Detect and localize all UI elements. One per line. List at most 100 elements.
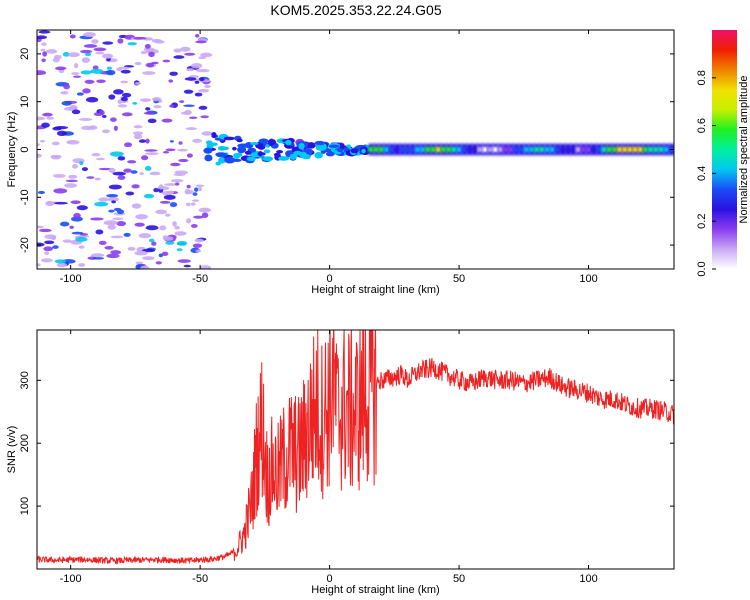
spectrogram-band-segment [477,146,483,153]
spectrogram-band-segment [503,146,509,153]
spectrogram-noise-blob [67,52,80,58]
spectrogram-noise-blob [95,51,105,55]
spectrogram-noise-blob [179,46,191,52]
spectrogram-noise-blob [90,217,104,221]
spectrogram-transition-blob [237,146,247,154]
spectrogram-noise-blob [147,118,157,124]
spectrogram-noise-blob [106,66,113,70]
spectrogram-noise-blob [133,36,147,40]
spectrogram-noise-blob [52,245,59,249]
snr-y-tick-label: 300 [19,371,31,389]
spectrogram-noise-blob [120,96,128,102]
spectrogram-noise-blob [189,116,198,120]
spectrogram-noise-blob [113,89,124,95]
spectrogram-band-segment [518,146,525,153]
spectrogram-noise-blob [145,138,150,144]
spectrogram-noise-blob [64,183,78,188]
colorbar-tick-label: 0.0 [696,261,708,276]
spectrogram-noise-blob [148,238,155,243]
spectrogram-noise-blob [148,51,155,58]
spectrogram-noise-blob [197,186,203,192]
spectrogram-transition-blob [258,150,263,157]
spectrogram-band-segment [575,146,582,153]
spectrogram-noise-blob [56,130,68,137]
spectrogram-transition-blob [314,140,325,146]
spectrogram-noise-blob [173,173,186,177]
spectrogram-noise-blob [106,253,120,259]
spectrogram-noise-blob [83,32,96,38]
spectrogram-band-segment [544,146,551,153]
spectrogram-noise-blob [111,200,116,204]
spectrogram-noise-blob [164,183,178,186]
spectrogram-transition-blob [203,147,213,154]
spectrogram-noise-blob [66,139,80,145]
snr-y-tick-label: 200 [19,434,31,452]
spectrogram-noise-blob [54,66,67,71]
spectrogram-band-segment [565,146,571,153]
spectrogram-band-segment [373,146,380,153]
spectrogram-noise-blob [190,202,196,206]
spectrogram-noise-blob [178,141,183,145]
spectrogram-noise-blob [183,89,194,94]
spectrogram-noise-blob [50,155,61,160]
spectrogram-noise-blob [91,39,99,44]
spectrogram-noise-blob [103,220,118,226]
spectrogram-noise-blob [135,214,148,220]
spectrogram-noise-blob [56,262,68,268]
spectrogram-band-segment [554,146,561,153]
spectrogram-noise-blob [117,99,122,105]
spectrogram-noise-blob [145,225,159,231]
spectrogram-noise-blob [170,179,184,183]
spectrogram-y-tick-label: 20 [19,48,31,60]
spectrogram-noise-blob [108,197,120,202]
spectrogram-noise-blob [162,59,171,63]
spectrogram-noise-blob [200,52,213,58]
spectrogram-band-segment [389,146,395,153]
spectrogram-noise-blob [72,164,79,169]
spectrogram-noise-blob [92,257,105,260]
spectrogram-noise-blob [149,171,161,176]
spectrogram-noise-blob [113,125,118,131]
spectrogram-noise-blob [81,167,89,172]
spectrogram-noise-blob [133,133,143,140]
spectrogram-band-segment [415,146,421,153]
spectrogram-noise-blob [116,220,127,227]
spectrogram-noise-blob [186,68,195,72]
spectrogram-noise-blob [52,57,60,63]
snr-y-ticks: 100 200 300 [19,371,674,515]
snr-x-tick-label: 50 [453,573,465,585]
spectrogram-noise-blob [165,241,175,245]
spectrogram-noise-blob [176,240,188,246]
spectrogram-noise-blob [143,193,155,199]
spectrogram-noise-blob [176,248,183,252]
spectrogram-noise-blob [169,202,178,208]
spectrogram-noise-blob [194,238,204,243]
spectrogram-transition-blob [216,154,228,158]
spectrogram-noise-blob [186,218,192,224]
spectrogram-noise-blob [186,153,193,158]
spectrogram-noise-blob [65,179,78,183]
spectrogram-noise-blob [139,172,144,176]
spectrogram-noise-blob [69,34,76,39]
spectrogram-noise-blob [192,243,203,248]
spectrogram-noise-blob [80,49,93,54]
spectrogram-noise-blob [78,118,93,121]
spectrogram-noise-blob [155,209,168,215]
spectrogram-noise-blob [184,77,197,81]
spectrogram-noise-blob [132,102,138,105]
spectrogram-noise-blob [71,109,81,115]
spectrogram-transition-blob [220,146,230,151]
spectrogram-band-segment [482,146,489,153]
spectrogram-transition-blob [215,161,221,166]
spectrogram-noise-blob [194,80,200,84]
spectrogram-noise-blob [161,251,169,256]
spectrogram-noise-blob [102,41,114,45]
spectrogram-band-segment [472,146,478,153]
spectrogram-noise-blob [53,188,68,194]
spectrogram-noise-blob [68,174,78,179]
spectrogram-band-segment [508,146,514,153]
spectrogram-noise-blob [42,51,48,57]
spectrogram-noise-blob [162,150,170,154]
spectrogram-transition-blob [204,154,213,162]
spectrogram-noise-blob [98,167,113,171]
